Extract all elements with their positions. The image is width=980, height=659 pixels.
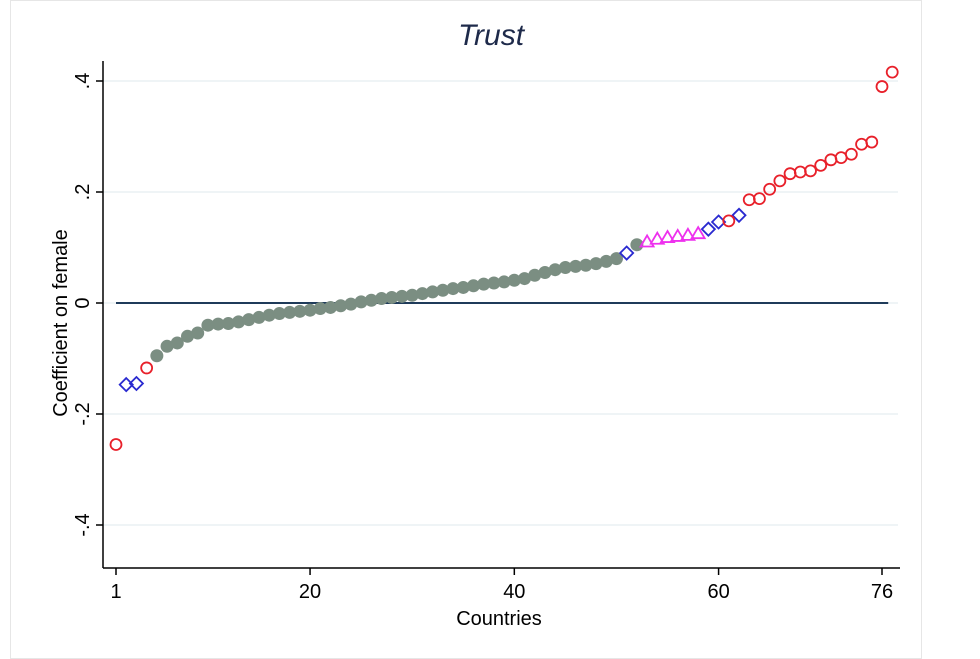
data-point <box>824 153 838 167</box>
data-point <box>293 304 307 318</box>
data-point <box>436 283 450 297</box>
data-point <box>191 326 205 340</box>
chart-frame: 1 20 40 60 76 -.4 -.2 0 .2 .4 Trust Countries Coe… <box>10 0 922 659</box>
data-point <box>659 229 676 243</box>
data-point <box>283 305 297 319</box>
data-point <box>456 280 470 294</box>
data-point <box>507 273 521 287</box>
data-point <box>589 257 603 271</box>
data-point <box>865 135 879 149</box>
data-point <box>875 80 889 93</box>
data-point <box>201 318 215 332</box>
data-point <box>344 297 358 311</box>
data-point <box>252 310 266 324</box>
data-point <box>722 214 736 228</box>
data-point <box>242 313 256 327</box>
data-point <box>690 225 707 240</box>
data-point <box>669 228 686 242</box>
data-point <box>569 259 583 273</box>
data-point <box>477 277 491 291</box>
x-tick-label: 40 <box>503 581 525 603</box>
data-point <box>609 252 623 266</box>
data-point <box>375 292 389 306</box>
data-point <box>548 263 562 277</box>
data-point <box>518 272 532 286</box>
data-point <box>426 285 440 299</box>
y-tick-label: 0 <box>72 297 94 308</box>
data-points <box>109 65 899 451</box>
y-tick-label: .2 <box>72 184 94 201</box>
data-point <box>731 207 747 224</box>
data-point <box>649 230 666 245</box>
data-point <box>844 147 858 161</box>
data-point <box>128 375 145 392</box>
data-point <box>558 260 572 274</box>
data-point <box>700 221 717 237</box>
data-point <box>405 288 419 302</box>
data-point <box>639 233 656 248</box>
data-point <box>180 329 194 343</box>
data-point <box>630 238 644 252</box>
data-point <box>385 290 399 304</box>
data-point <box>313 302 327 316</box>
scatter-chart: 1 20 40 60 76 -.4 -.2 0 .2 .4 Trust Countries Coe… <box>50 19 900 630</box>
tick-marks: 1 20 40 60 76 -.4 -.2 0 .2 .4 <box>72 73 893 603</box>
y-tick-label: -.4 <box>72 513 94 536</box>
data-point <box>783 167 797 181</box>
y-tick-label: .4 <box>72 73 94 90</box>
data-point <box>170 336 184 350</box>
data-point <box>487 276 501 290</box>
data-point <box>354 295 368 309</box>
x-tick-label: 76 <box>871 581 893 603</box>
data-point <box>773 174 787 188</box>
y-axis-label: Coefficient on female <box>50 229 72 417</box>
data-point <box>814 158 828 172</box>
data-point <box>793 165 807 179</box>
data-point <box>364 293 378 307</box>
data-point <box>272 307 286 321</box>
data-point <box>599 254 613 268</box>
data-point <box>395 289 409 303</box>
data-point <box>579 258 593 272</box>
data-point <box>538 265 552 279</box>
data-point <box>763 182 777 196</box>
data-point <box>160 339 174 353</box>
data-point <box>140 361 154 375</box>
data-point <box>334 299 348 313</box>
data-point <box>303 303 317 317</box>
data-point <box>528 268 542 282</box>
data-point <box>804 164 817 178</box>
data-point <box>885 65 899 79</box>
data-point <box>323 300 337 314</box>
data-point <box>855 137 868 151</box>
data-point <box>466 279 480 293</box>
data-point <box>679 227 697 241</box>
chart-title: Trust <box>458 19 526 52</box>
data-point <box>221 317 235 331</box>
x-tick-label: 1 <box>110 581 121 603</box>
data-point <box>211 317 225 331</box>
data-point <box>232 315 246 329</box>
y-tick-label: -.2 <box>72 402 94 425</box>
x-tick-label: 20 <box>299 581 321 603</box>
data-point <box>742 193 756 207</box>
data-point <box>446 282 460 296</box>
data-point <box>415 287 429 301</box>
data-point <box>262 308 276 322</box>
data-point <box>150 349 164 363</box>
x-tick-label: 60 <box>707 581 729 603</box>
data-point <box>497 275 511 289</box>
data-point <box>109 438 123 451</box>
data-point <box>618 245 635 261</box>
x-axis-label: Countries <box>456 608 542 630</box>
data-point <box>753 192 766 206</box>
